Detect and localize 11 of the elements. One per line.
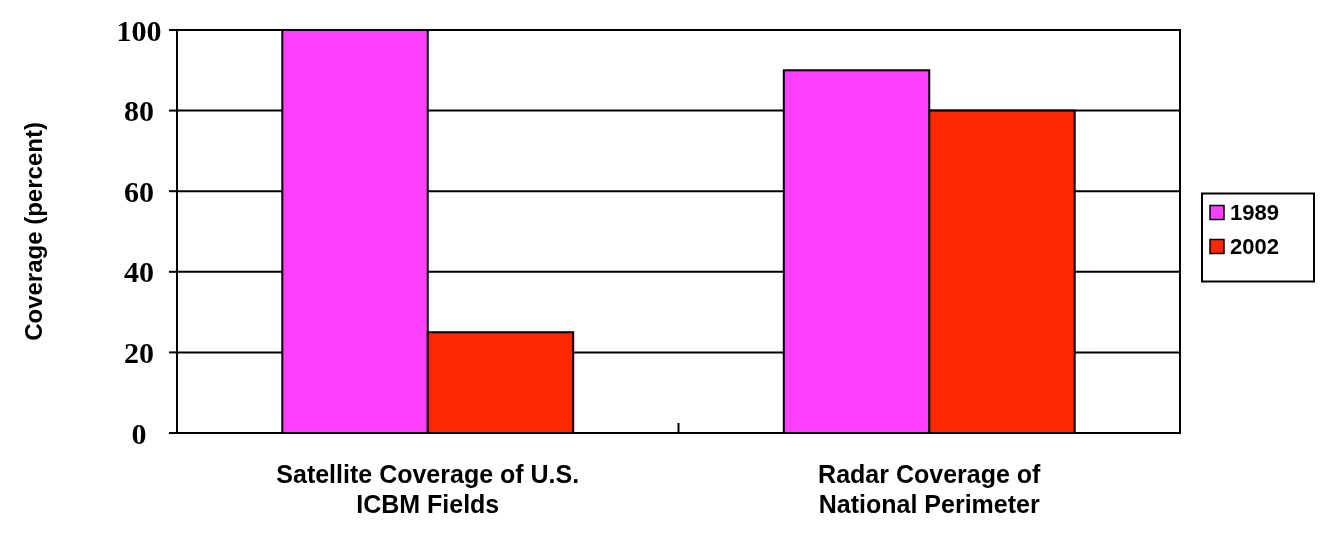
x-tick-label: Radar Coverage of National Perimeter [818,460,1042,518]
y-axis-title: Coverage (percent) [20,122,47,341]
legend-label: 2002 [1230,234,1279,260]
y-tick-label: 100 [116,13,162,47]
y-tick-label: 0 [131,416,147,450]
y-tick-label: 40 [124,255,154,289]
y-tick-label: 60 [124,174,154,208]
y-tick-label: 20 [124,335,154,369]
y-tick-label: 80 [124,94,154,128]
x-tick-label: Satellite Coverage of U.S. ICBM Fields [276,460,580,518]
legend-label: 1989 [1230,200,1279,226]
